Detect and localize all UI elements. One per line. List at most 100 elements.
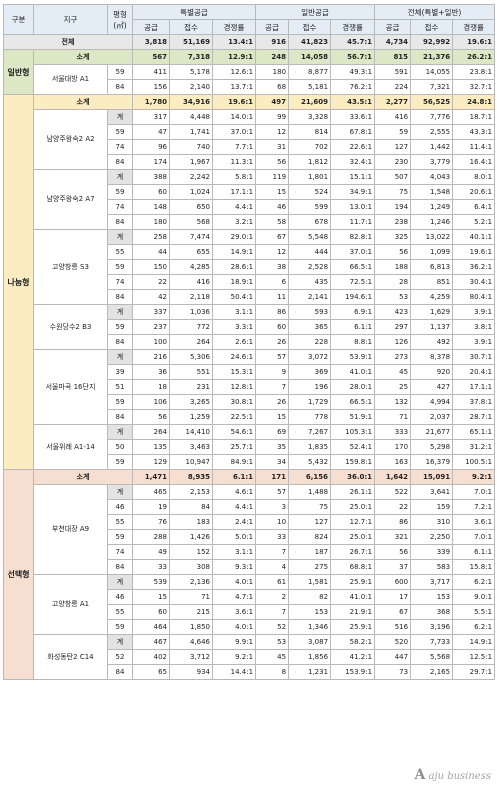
district-name: 부천대장 A9	[33, 484, 108, 575]
cell: 32.4:1	[330, 154, 376, 170]
district-name: 남양주왕숙2 A2	[33, 109, 108, 170]
cell: 3	[255, 499, 290, 515]
cell: 18.7:1	[452, 109, 496, 125]
size-cell: 74	[107, 199, 133, 215]
cell: 43.3:1	[452, 124, 496, 140]
cell: 32.7:1	[452, 79, 496, 95]
cell: 80.4:1	[452, 289, 496, 305]
header-rate: 경쟁률	[211, 19, 257, 35]
cell: 15,091	[410, 469, 454, 485]
cell: 29.0:1	[211, 229, 257, 245]
cell: 1,801	[288, 169, 332, 185]
cell: 2.6:1	[211, 334, 257, 350]
cell: 423	[374, 304, 412, 320]
cell: 22.5:1	[211, 409, 257, 425]
cell: 25.9:1	[330, 574, 376, 590]
cell: 1,548	[410, 184, 454, 200]
cell: 599	[288, 199, 332, 215]
size-cell: 55	[107, 514, 133, 530]
cell: 264	[132, 424, 170, 440]
cell: 11.4:1	[452, 139, 496, 155]
cell: 317	[132, 109, 170, 125]
cell: 934	[169, 664, 213, 680]
cell: 568	[169, 214, 213, 230]
cell: 17	[374, 589, 412, 605]
cell: 258	[132, 229, 170, 245]
cell: 4.6:1	[211, 484, 257, 500]
cell: 22	[132, 274, 170, 290]
cell: 1,036	[169, 304, 213, 320]
cell: 2,136	[169, 574, 213, 590]
cell: 14,058	[288, 49, 332, 65]
cell: 30.8:1	[211, 394, 257, 410]
cell: 1,812	[288, 154, 332, 170]
header-general-supply: 일반공급	[255, 4, 376, 20]
cell: 180	[132, 214, 170, 230]
cell: 388	[132, 169, 170, 185]
cell: 51,169	[169, 34, 213, 50]
cell: 1,729	[288, 394, 332, 410]
cell: 14,055	[410, 64, 454, 80]
cell: 16,379	[410, 454, 454, 470]
cell: 26.7:1	[330, 544, 376, 560]
cell: 3,072	[288, 349, 332, 365]
cell: 52.4:1	[330, 439, 376, 455]
cell: 99	[255, 109, 290, 125]
cell: 1,346	[288, 619, 332, 635]
cell: 365	[288, 319, 332, 335]
table-row: 55 76 183 2.4:1 10 127 12.7:1 86 310 3.6:1	[4, 514, 496, 530]
cell: 47	[132, 124, 170, 140]
cell: 19	[132, 499, 170, 515]
header-supply: 공급	[255, 19, 290, 35]
cell: 3,641	[410, 484, 454, 500]
cell: 15	[132, 589, 170, 605]
cell: 34	[255, 454, 290, 470]
cell: 288	[132, 529, 170, 545]
cell: 215	[169, 604, 213, 620]
cell: 851	[410, 274, 454, 290]
cell: 492	[410, 334, 454, 350]
cell: 7.0:1	[452, 529, 496, 545]
district-name: 남양주왕숙2 A7	[33, 169, 108, 230]
cell: 464	[132, 619, 170, 635]
size-cell: 55	[107, 244, 133, 260]
cell: 1,259	[169, 409, 213, 425]
cell: 29.7:1	[452, 664, 496, 680]
cell: 402	[132, 649, 170, 665]
cell: 6	[255, 274, 290, 290]
cell: 41,823	[288, 34, 332, 50]
size-cell: 84	[107, 79, 133, 95]
cell: 3.9:1	[452, 304, 496, 320]
cell: 6.1:1	[330, 319, 376, 335]
cell: 4,259	[410, 289, 454, 305]
cell: 916	[255, 34, 290, 50]
subtotal-label: 소계	[33, 49, 133, 65]
table-row: 46 15 71 4.7:1 2 82 41.0:1 17 153 9.0:1	[4, 589, 496, 605]
header-special-supply: 특별공급	[131, 4, 257, 20]
watermark: A aju business	[414, 767, 491, 783]
cell: 56	[255, 154, 290, 170]
cell: 92,992	[410, 34, 454, 50]
cell: 1,581	[288, 574, 332, 590]
cell: 4,043	[410, 169, 454, 185]
cell: 45	[255, 649, 290, 665]
size-cell: 59	[107, 454, 133, 470]
cell: 2,277	[374, 94, 412, 110]
cell: 1,629	[410, 304, 454, 320]
district-name: 서울마곡 16단지	[33, 349, 108, 425]
size-cell: 59	[107, 124, 133, 140]
cell: 7	[255, 604, 290, 620]
cell: 51.9:1	[330, 409, 376, 425]
cell: 6.9:1	[330, 304, 376, 320]
cell: 702	[288, 139, 332, 155]
cell: 11.3:1	[211, 154, 257, 170]
district-name: 수원당수2 B3	[33, 304, 108, 350]
cell: 467	[132, 634, 170, 650]
cell: 815	[374, 49, 412, 65]
table-row: 부천대장 A9 계 465 2,153 4.6:1 57 1,488 26.1:1 522 3,6…	[4, 484, 496, 575]
cell: 2,242	[169, 169, 213, 185]
cell: 180	[255, 64, 290, 80]
cell: 12.7:1	[330, 514, 376, 530]
cell: 2.4:1	[211, 514, 257, 530]
table-row: 남양주왕숙2 A7 계 388 2,242 5.8:1 119 1,801 15.1:1 507…	[4, 169, 496, 230]
